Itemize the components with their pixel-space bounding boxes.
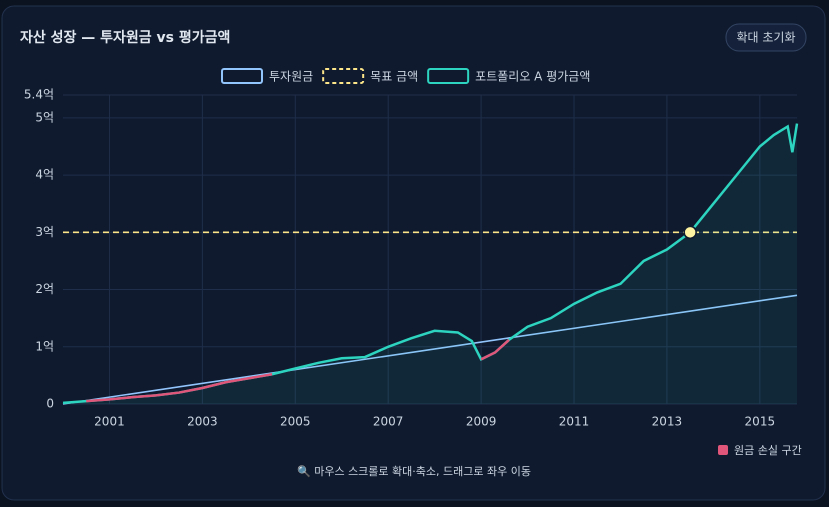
card	[1, 5, 826, 501]
x-tick-label: 2013	[652, 415, 683, 429]
hint: 🔍 마우스 스크롤로 확대·축소, 드래그로 좌우 이동	[297, 464, 531, 478]
loss-legend-swatch	[718, 445, 728, 455]
y-tick-label: 1억	[35, 339, 54, 353]
y-tick-label: 3억	[35, 225, 54, 239]
x-tick-label: 2001	[94, 415, 125, 429]
loss-line	[86, 373, 273, 403]
loss-legend-label: 원금 손실 구간	[734, 444, 802, 457]
y-tick-label: 5.4억	[24, 88, 54, 102]
y-tick-label: 5억	[35, 110, 54, 124]
x-tick-label: 2011	[559, 415, 590, 429]
target-hit	[683, 225, 697, 240]
reset-button-label[interactable]: 확대 초기화	[736, 31, 795, 45]
legend-swatch	[221, 68, 263, 84]
x-tick-label: 2009	[466, 415, 497, 429]
reset-button[interactable]	[725, 23, 807, 52]
legend-label: 투자원금	[269, 70, 313, 84]
series-line	[62, 294, 798, 405]
legend-label: 포트폴리오 A 평가금액	[475, 70, 590, 84]
chart-title: 자산 성장 — 투자원금 vs 평가금액	[20, 29, 230, 46]
y-tick-label: 0	[46, 397, 54, 411]
y-tick-label: 4억	[35, 168, 54, 182]
legend-label: 목표 금액	[370, 70, 418, 84]
x-tick-label: 2015	[745, 415, 776, 429]
loss-line	[480, 338, 510, 361]
legend-swatch	[322, 68, 365, 84]
area	[63, 123, 797, 404]
legend-swatch	[427, 68, 470, 84]
y-tick-label: 2억	[35, 282, 54, 296]
x-tick-label: 2005	[280, 415, 311, 429]
x-tick-label: 2003	[187, 415, 218, 429]
x-tick-label: 2007	[373, 415, 404, 429]
